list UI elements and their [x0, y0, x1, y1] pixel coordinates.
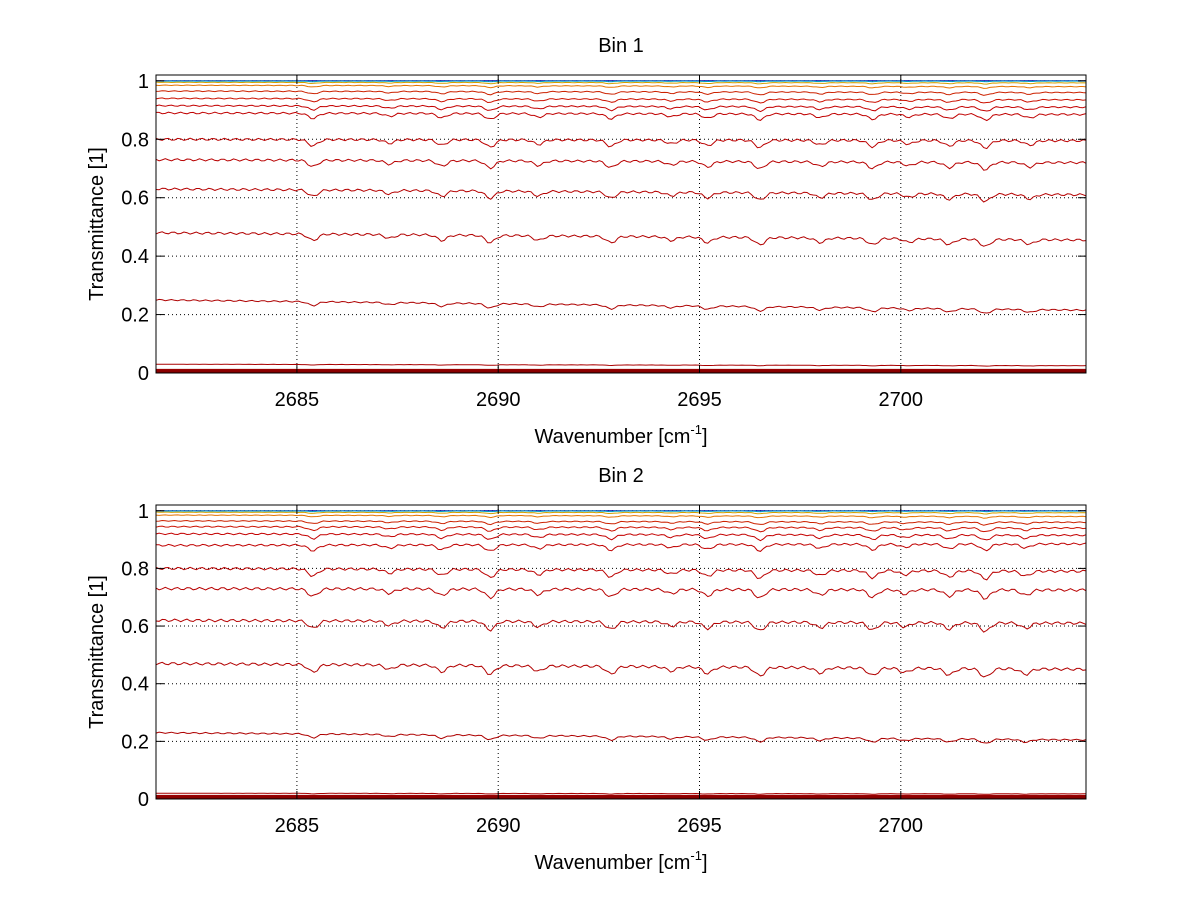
series-line: [155, 81, 1087, 85]
x-tick-label: 2690: [476, 389, 521, 411]
x-tick-label: 2700: [879, 389, 924, 411]
series-line: [155, 90, 1087, 96]
axes-frame: [155, 504, 1087, 800]
series-line: [155, 519, 1087, 526]
y-tick-label: 0: [138, 363, 149, 385]
x-axis-label-main: Wavenumber [cm: [534, 852, 690, 874]
series-line: [155, 532, 1087, 542]
series-line: [155, 97, 1087, 104]
x-axis-label-superscript: -1: [690, 422, 702, 437]
x-axis-label: Wavenumber [cm-1]: [534, 422, 707, 448]
x-tick-label: 2690: [476, 815, 521, 837]
series-line: [156, 542, 1087, 552]
chart-title: Bin 1: [598, 35, 644, 57]
series-line: [156, 80, 1086, 83]
x-axis-label-tail: ]: [702, 426, 708, 448]
series-line: [155, 511, 1087, 515]
x-tick-label: 2685: [275, 815, 320, 837]
y-tick-label: 1: [138, 501, 149, 523]
y-tick-label: 0.8: [121, 129, 149, 151]
y-tick-label: 0: [138, 789, 149, 811]
series-line: [156, 111, 1087, 122]
series-lines: [155, 510, 1087, 799]
x-axis-label: Wavenumber [cm-1]: [534, 848, 707, 874]
series-line: [155, 661, 1087, 678]
y-axis-ticks: 0 0.2 0.4 0.6 0.8 1: [121, 71, 1086, 385]
series-line: [155, 731, 1087, 744]
subplot-bin-2: 2685 2690 2695 2700 0 0.2 0.4 0.6 0.8 1 Bin 2 Wa…: [86, 465, 1087, 874]
series-line: [155, 137, 1087, 150]
series-line: [155, 618, 1087, 633]
series-line: [155, 298, 1087, 314]
y-tick-label: 0.6: [121, 616, 149, 638]
axes-frame: [155, 74, 1087, 374]
series-line: [155, 231, 1087, 247]
y-tick-label: 1: [138, 71, 149, 93]
chart-title: Bin 2: [598, 465, 644, 487]
y-tick-label: 0.4: [121, 674, 149, 696]
y-axis-label: Transmittance [1]: [86, 575, 108, 729]
x-axis-label-superscript: -1: [690, 848, 702, 863]
x-axis-label-main: Wavenumber [cm: [534, 426, 690, 448]
series-line: [155, 158, 1087, 171]
series-line: [155, 566, 1087, 581]
series-line: [155, 104, 1087, 113]
subplot-bin-1: 2685 2690 2695 2700 0 0.2 0.4 0.6 0.8 1 Bin 1 Wa…: [86, 35, 1087, 448]
x-tick-label: 2695: [677, 815, 722, 837]
series-line: [155, 525, 1087, 533]
series-line: [155, 514, 1087, 519]
series-line: [155, 187, 1087, 203]
series-line: [155, 586, 1087, 600]
x-axis-ticks: 2685 2690 2695 2700: [275, 505, 923, 837]
series-lines: [155, 80, 1087, 373]
y-tick-label: 0.8: [121, 558, 149, 580]
x-tick-label: 2695: [677, 389, 722, 411]
x-tick-label: 2685: [275, 389, 320, 411]
x-axis-ticks: 2685 2690 2695 2700: [275, 75, 923, 411]
x-tick-label: 2700: [879, 815, 924, 837]
series-line: [156, 792, 1087, 795]
y-tick-label: 0.4: [121, 246, 149, 268]
series-line: [155, 84, 1087, 89]
y-tick-label: 0.6: [121, 188, 149, 210]
y-axis-label: Transmittance [1]: [86, 147, 108, 301]
y-tick-label: 0.2: [121, 305, 149, 327]
x-axis-label-tail: ]: [702, 852, 708, 874]
y-axis-ticks: 0 0.2 0.4 0.6 0.8 1: [121, 501, 1086, 811]
y-tick-label: 0.2: [121, 731, 149, 753]
series-line: [156, 510, 1086, 513]
series-line: [156, 363, 1087, 367]
